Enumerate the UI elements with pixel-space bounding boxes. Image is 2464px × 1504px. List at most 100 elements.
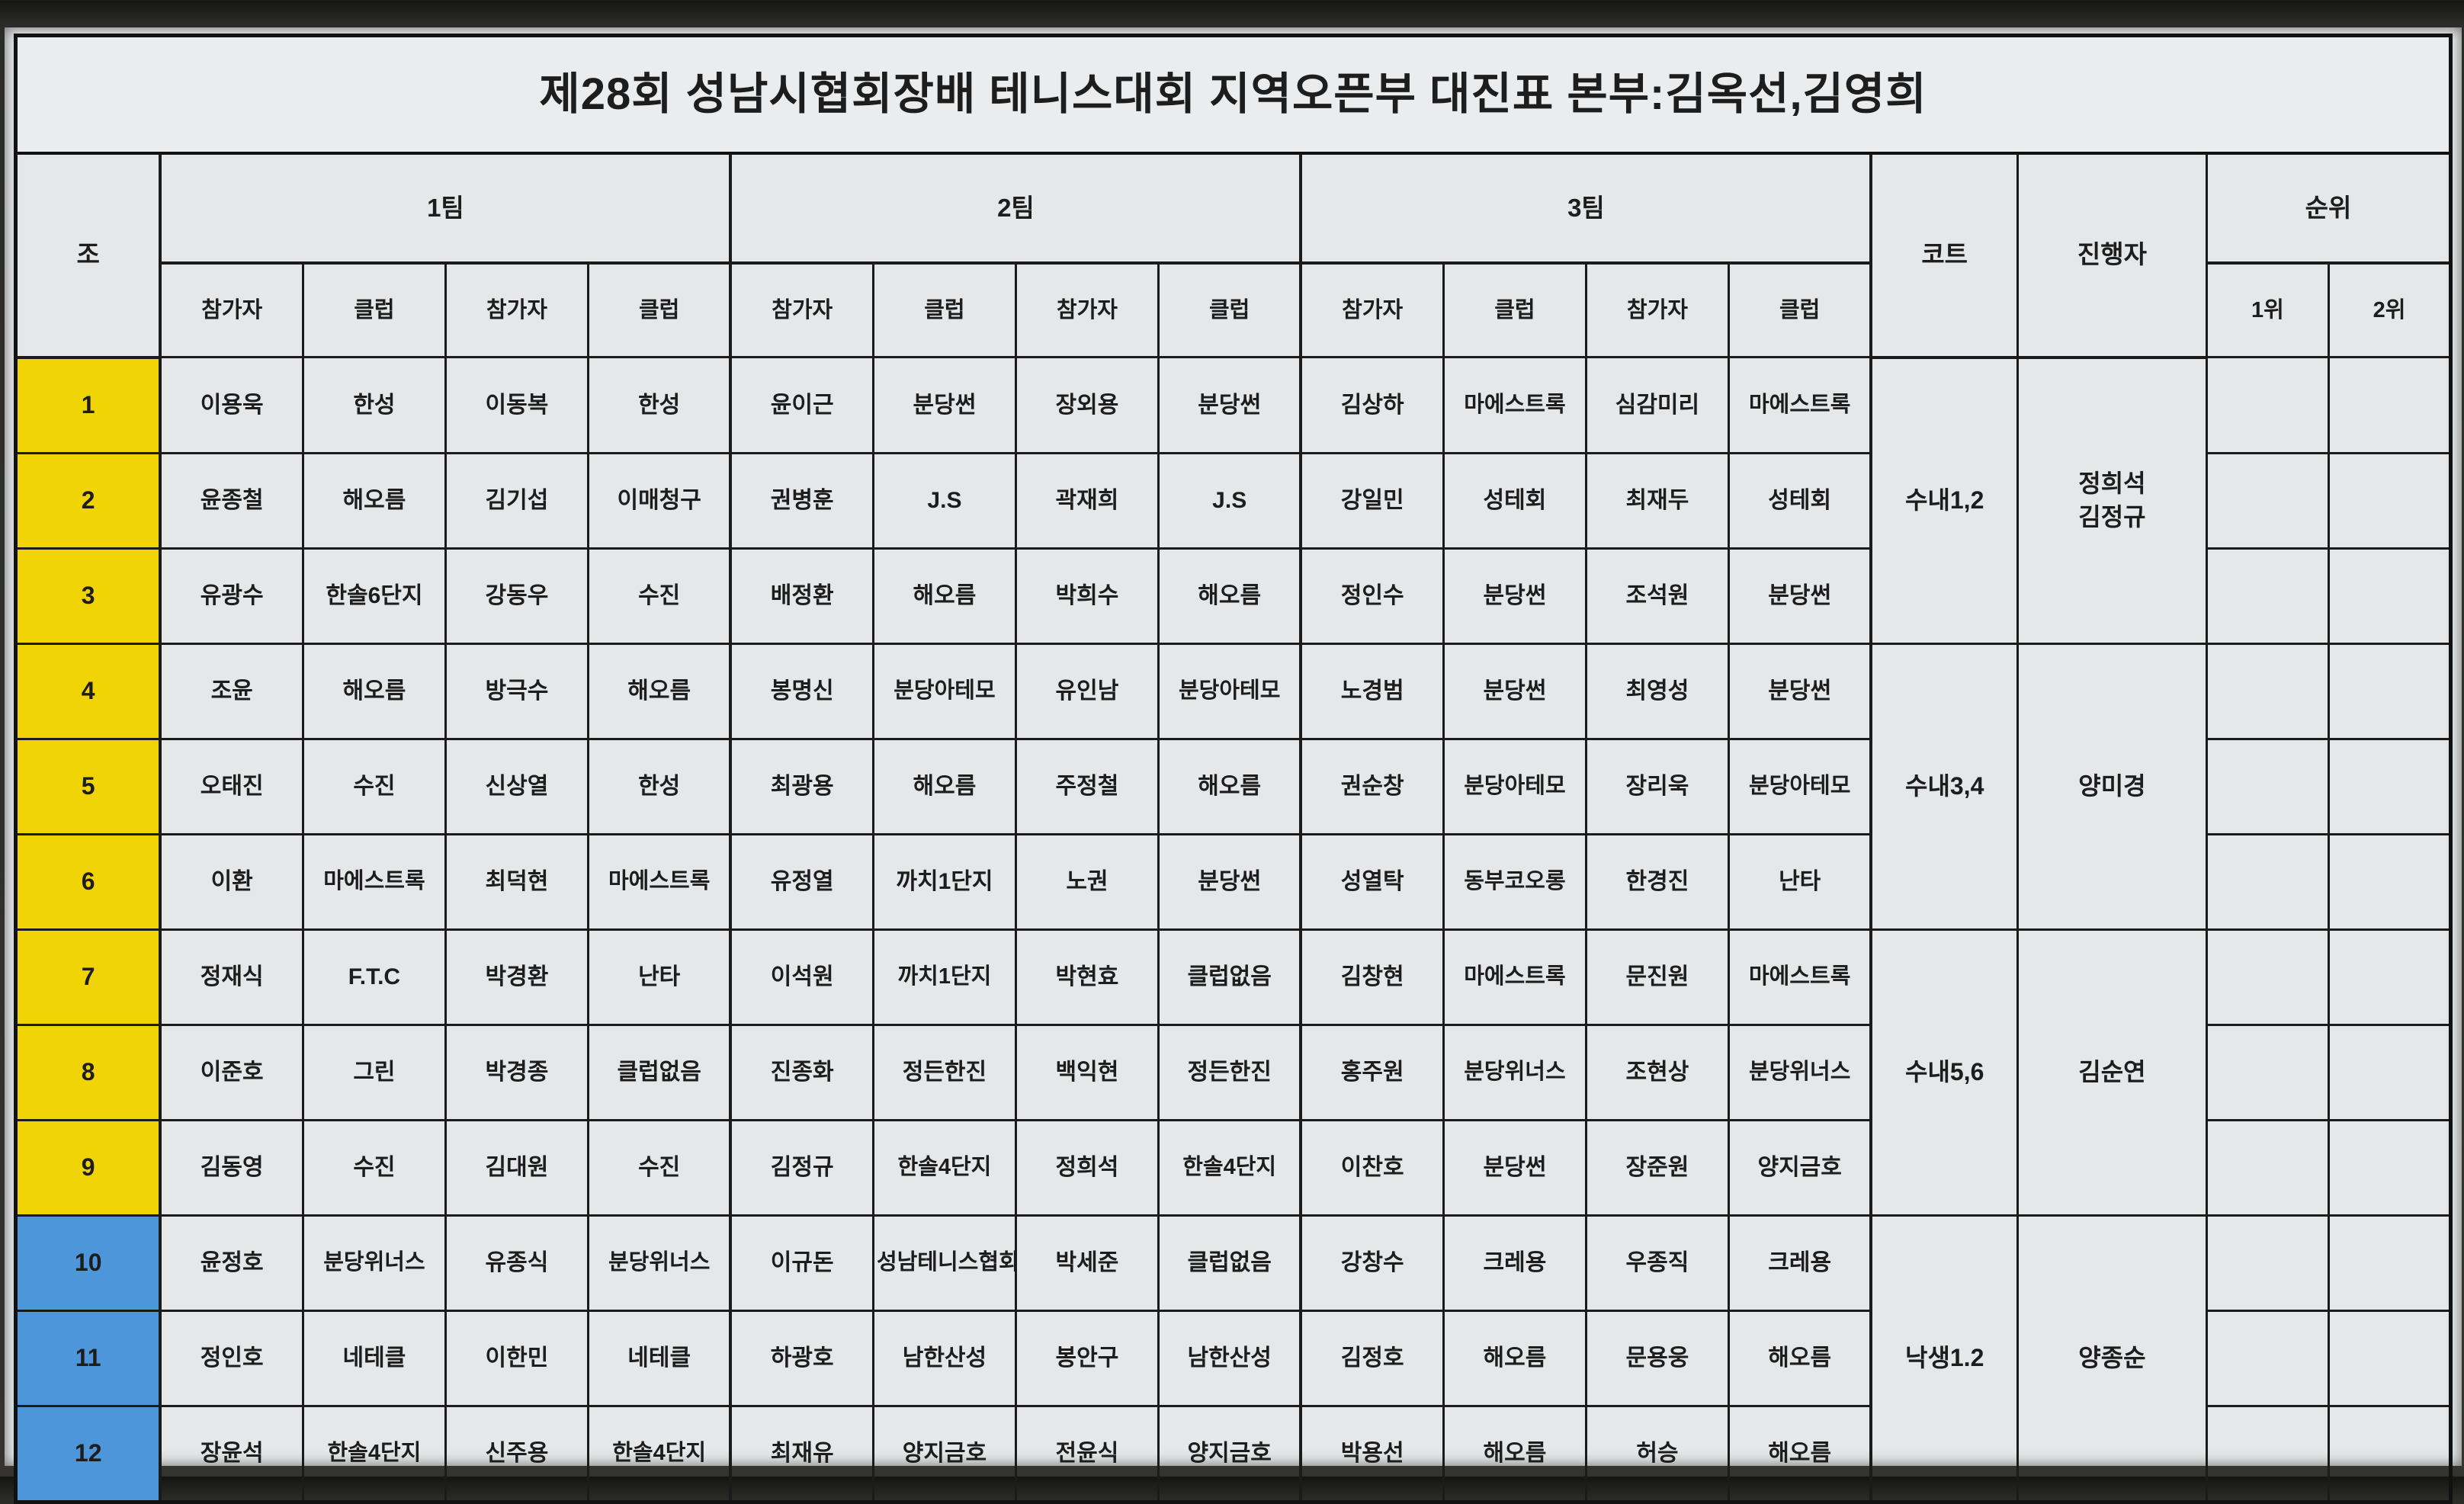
club-cell: 분당썬 <box>1727 547 1872 645</box>
participant-cell: 이석원 <box>729 928 874 1026</box>
club-cell: 분당썬 <box>1727 642 1872 740</box>
header-participant: 참가자 <box>1014 261 1160 358</box>
header-club: 클럽 <box>301 261 447 358</box>
participant-cell: 진종화 <box>729 1023 874 1121</box>
participant-cell: 이준호 <box>159 1023 304 1121</box>
club-cell: 성테회 <box>1442 451 1587 550</box>
participant-cell: 윤정호 <box>159 1214 304 1312</box>
participant-cell: 봉명신 <box>729 642 874 740</box>
participant-cell: 강창수 <box>1299 1214 1445 1312</box>
participant-cell: 성열탁 <box>1299 832 1445 931</box>
club-cell: F.T.C <box>301 928 447 1026</box>
participant-cell: 박경환 <box>444 928 589 1026</box>
header-row-teams: 조 1팀 2팀 3팀 코트 진행자 순위 <box>14 152 2453 359</box>
table-row: 6 이환 마에스트록 최덕현 마에스트록 유정열 까치1단지 노권 분당썬 성열… <box>14 832 2453 931</box>
header-rank2: 2위 <box>2327 261 2453 358</box>
participant-cell: 권순창 <box>1299 737 1445 835</box>
facilitator-name: 양미경 <box>2078 771 2146 800</box>
participant-cell: 유인남 <box>1014 642 1160 740</box>
group-number: 6 <box>14 832 162 931</box>
participant-cell: 최재두 <box>1584 451 1730 550</box>
club-cell: 한솔6단지 <box>301 547 447 645</box>
facilitator-cell: 양종순 <box>2016 1214 2208 1503</box>
participant-cell: 윤이근 <box>729 356 874 454</box>
participant-cell: 백익현 <box>1014 1023 1160 1121</box>
participant-cell: 노경범 <box>1299 642 1445 740</box>
rank1-cell <box>2205 1309 2330 1407</box>
title-row: 제28회 성남시협회장배 테니스대회 지역오픈부 대진표 본부:김옥선,김영희 <box>13 34 2453 155</box>
club-cell: 해오름 <box>871 737 1017 835</box>
photographed-sheet: 제28회 성남시협회장배 테니스대회 지역오픈부 대진표 본부:김옥선,김영희 … <box>5 27 2462 1504</box>
court-cell: 수내5,6 <box>1869 928 2019 1217</box>
participant-cell: 이찬호 <box>1299 1118 1445 1217</box>
club-cell: 분당위너스 <box>1727 1023 1872 1121</box>
club-cell: 마에스트록 <box>1442 928 1587 1026</box>
participant-cell: 정재식 <box>159 928 304 1026</box>
club-cell: 클럽없음 <box>1157 928 1302 1026</box>
participant-cell: 전윤식 <box>1014 1404 1160 1503</box>
club-cell: 양지금호 <box>871 1404 1017 1503</box>
rank2-cell <box>2327 547 2453 645</box>
header-club: 클럽 <box>1157 261 1302 358</box>
table-row: 5 오태진 수진 신상열 한성 최광용 해오름 주정철 해오름 권순창 분당아테… <box>14 737 2453 835</box>
club-cell: 수진 <box>301 737 447 835</box>
participant-cell: 김정규 <box>729 1118 874 1217</box>
rank1-cell <box>2205 737 2330 835</box>
club-cell: 난타 <box>586 928 732 1026</box>
participant-cell: 박경종 <box>444 1023 589 1121</box>
club-cell: 네테클 <box>586 1309 732 1407</box>
participant-cell: 박용선 <box>1299 1404 1445 1503</box>
participant-cell: 최광용 <box>729 737 874 835</box>
header-team1: 1팀 <box>159 152 732 265</box>
court-cell: 수내1,2 <box>1869 356 2019 645</box>
bracket-table: 제28회 성남시협회장배 테니스대회 지역오픈부 대진표 본부:김옥선,김영희 … <box>13 34 2453 1504</box>
rank1-cell <box>2205 547 2330 645</box>
participant-cell: 권병훈 <box>729 451 874 550</box>
participant-cell: 박현효 <box>1014 928 1160 1026</box>
rank1-cell <box>2205 1023 2330 1121</box>
club-cell: 분당아테모 <box>1157 642 1302 740</box>
club-cell: 해오름 <box>1442 1404 1587 1503</box>
participant-cell: 노권 <box>1014 832 1160 931</box>
club-cell: 정든한진 <box>871 1023 1017 1121</box>
participant-cell: 윤종철 <box>159 451 304 550</box>
table-row: 10 윤정호 분당위너스 유종식 분당위너스 이규돈 성남테니스협회 박세준 클… <box>14 1214 2453 1503</box>
club-cell: 해오름 <box>301 451 447 550</box>
participant-cell: 오태진 <box>159 737 304 835</box>
club-cell: 한성 <box>301 356 447 454</box>
club-cell: J.S <box>871 451 1017 550</box>
header-participant: 참가자 <box>159 261 304 358</box>
rank1-cell <box>2205 1214 2330 1312</box>
participant-cell: 심감미리 <box>1584 356 1730 454</box>
participant-cell: 하광호 <box>729 1309 874 1407</box>
court-cell: 수내3,4 <box>1869 642 2019 931</box>
table-row: 11 정인호 네테클 이한민 네테클 하광호 남한산성 봉안구 남한산성 김정호… <box>14 1309 2453 1407</box>
page-title: 제28회 성남시협회장배 테니스대회 지역오픈부 대진표 본부:김옥선,김영희 <box>13 34 2453 155</box>
facilitator-cell: 양미경 <box>2016 642 2208 931</box>
facilitator-name: 김순연 <box>2078 1057 2146 1086</box>
club-cell: 분당썬 <box>871 356 1017 454</box>
header-team2: 2팀 <box>729 152 1302 265</box>
club-cell: 까치1단지 <box>871 928 1017 1026</box>
participant-cell: 이규돈 <box>729 1214 874 1312</box>
group-number: 12 <box>14 1404 162 1503</box>
participant-cell: 장준원 <box>1584 1118 1730 1217</box>
club-cell: 한솔4단지 <box>586 1404 732 1503</box>
participant-cell: 조현상 <box>1584 1023 1730 1121</box>
club-cell: 한솔4단지 <box>1157 1118 1302 1217</box>
participant-cell: 한경진 <box>1584 832 1730 931</box>
header-participant: 참가자 <box>1299 261 1445 358</box>
participant-cell: 김동영 <box>159 1118 304 1217</box>
club-cell: 클럽없음 <box>1157 1214 1302 1312</box>
participant-cell: 정인호 <box>159 1309 304 1407</box>
participant-cell: 김정호 <box>1299 1309 1445 1407</box>
club-cell: 해오름 <box>301 642 447 740</box>
rank2-cell <box>2327 1214 2453 1312</box>
header-row-sub: 참가자 클럽 참가자 클럽 참가자 클럽 참가자 클럽 참가자 클럽 참가자 클… <box>15 261 2453 358</box>
club-cell: 성남테니스협회 <box>871 1214 1017 1312</box>
club-cell: 해오름 <box>586 642 732 740</box>
court-cell: 낙생1.2 <box>1869 1214 2019 1503</box>
club-cell: 한솔4단지 <box>871 1118 1017 1217</box>
rank2-cell <box>2327 451 2453 550</box>
rank2-cell <box>2327 1023 2453 1121</box>
